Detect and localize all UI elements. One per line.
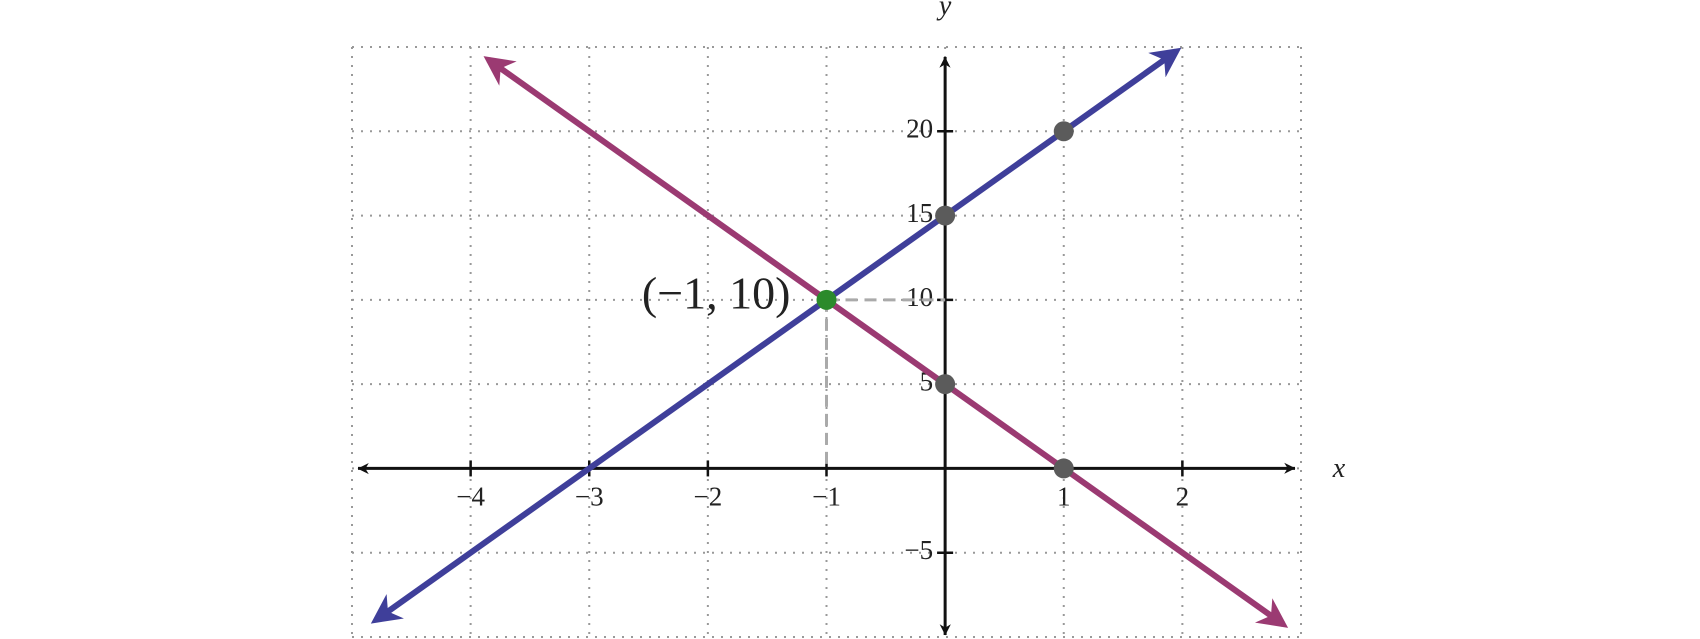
x-tick-label: 1	[1057, 482, 1071, 512]
x-tick-label: −4	[456, 482, 485, 512]
x-tick-label: −3	[575, 482, 604, 512]
point	[1053, 121, 1074, 142]
line	[483, 56, 1289, 628]
point	[935, 205, 956, 226]
annotation: (−1, 10)	[642, 267, 791, 318]
y-tick-label: −5	[904, 535, 933, 565]
x-tick-label: 2	[1176, 482, 1190, 512]
point	[935, 374, 956, 395]
y-tick-label: 10	[906, 282, 933, 312]
point	[1053, 458, 1074, 479]
point	[816, 289, 837, 310]
x-tick-label: −1	[812, 482, 841, 512]
y-axis-label: y	[936, 0, 952, 21]
y-tick-label: 15	[906, 198, 933, 228]
x-axis-label: x	[1332, 453, 1346, 484]
x-tick-label: −2	[694, 482, 723, 512]
y-tick-label: 20	[906, 113, 933, 143]
